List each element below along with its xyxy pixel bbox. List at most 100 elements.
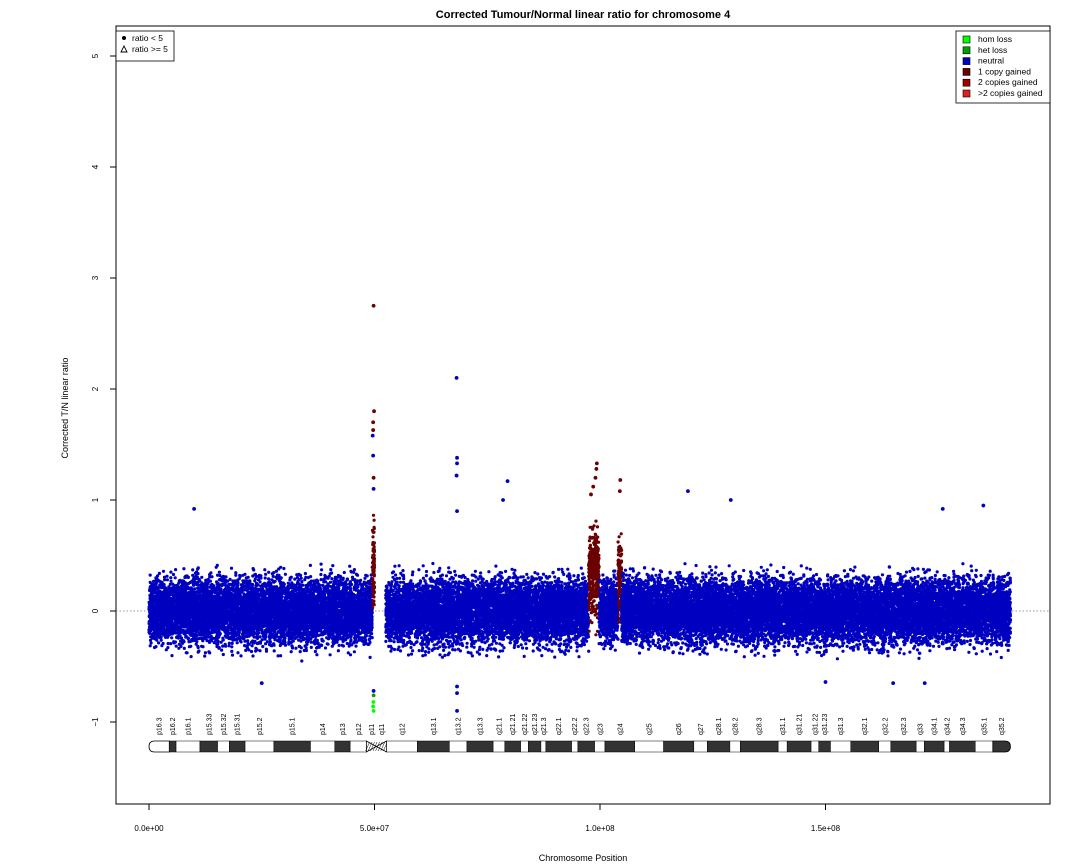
data-point: [273, 649, 276, 652]
data-point: [197, 649, 200, 652]
data-point: [337, 649, 340, 652]
data-point: [174, 576, 177, 579]
data-point: [152, 592, 155, 595]
data-point: [347, 634, 350, 637]
data-point: [252, 567, 255, 570]
data-point: [183, 647, 186, 650]
y-tick-label: −1: [91, 717, 100, 727]
data-point: [353, 650, 356, 653]
data-point: [284, 573, 287, 576]
data-point: [239, 654, 242, 657]
data-point: [250, 650, 253, 653]
data-point: [230, 567, 233, 570]
data-point: [246, 639, 249, 642]
data-point: [315, 653, 318, 656]
data-point: [258, 649, 261, 652]
data-point: [231, 654, 234, 657]
x-tick-label: 5.0e+07: [360, 824, 390, 833]
data-point: [169, 583, 172, 586]
data-point: [309, 564, 312, 567]
x-tick-label: 1.5e+08: [811, 824, 841, 833]
plot-frame: [116, 26, 1050, 804]
data-point: [342, 644, 345, 647]
data-point: [304, 572, 307, 575]
data-point: [329, 568, 332, 571]
data-point: [196, 645, 199, 648]
data-point: [263, 568, 266, 571]
data-point: [228, 642, 231, 645]
data-point: [166, 578, 169, 581]
x-tick-label: 1.0e+08: [585, 824, 615, 833]
data-point: [342, 577, 345, 580]
data-point: [360, 585, 363, 588]
data-point: [284, 644, 287, 647]
data-point: [196, 572, 199, 575]
data-point: [172, 573, 175, 576]
x-tick-label: 0.0e+00: [134, 824, 164, 833]
data-point: [149, 574, 152, 577]
data-point: [330, 577, 333, 580]
data-point: [230, 645, 233, 648]
data-point: [188, 645, 191, 648]
data-point: [282, 567, 285, 570]
data-point: [170, 654, 173, 657]
data-point: [359, 579, 362, 582]
data-point: [270, 578, 273, 581]
data-point: [175, 645, 178, 648]
data-point: [329, 653, 332, 656]
data-point: [154, 645, 157, 648]
y-tick-label: 2: [91, 386, 100, 391]
data-point: [300, 580, 303, 583]
data-point: [203, 655, 206, 658]
data-point: [158, 572, 161, 575]
data-points: [147, 304, 1012, 713]
data-point: [230, 650, 233, 653]
data-point: [342, 586, 345, 589]
data-point: [179, 580, 182, 583]
data-point: [231, 642, 234, 645]
data-point: [222, 653, 225, 656]
x-axis: 0.0e+00 5.0e+07 1.0e+08 1.5e+08: [134, 804, 840, 833]
data-point: [331, 564, 334, 567]
data-point: [169, 571, 172, 574]
data-point: [196, 567, 199, 570]
data-point: [310, 641, 313, 644]
chart-title: Corrected Tumour/Normal linear ratio for…: [436, 9, 731, 21]
data-point: [264, 576, 267, 579]
data-point: [288, 635, 291, 638]
data-point: [199, 634, 202, 637]
data-point: [272, 571, 275, 574]
data-point: [296, 623, 299, 626]
data-point: [170, 636, 173, 639]
data-point: [314, 650, 317, 653]
data-point: [307, 576, 310, 579]
data-point: [368, 638, 371, 641]
data-point: [190, 655, 193, 658]
data-point: [294, 647, 297, 650]
y-tick-label: 3: [91, 275, 100, 280]
data-point: [241, 574, 244, 577]
y-tick-label: 1: [91, 497, 100, 502]
data-point: [169, 576, 172, 579]
data-point: [273, 634, 276, 637]
data-point: [174, 568, 177, 571]
data-point: [338, 644, 341, 647]
data-point: [201, 645, 204, 648]
data-point: [292, 640, 295, 643]
data-point: [208, 651, 211, 654]
data-point: [363, 577, 366, 580]
data-point: [278, 636, 281, 639]
data-point: [161, 581, 164, 584]
data-point: [290, 650, 293, 653]
data-point: [264, 573, 267, 576]
data-point: [251, 654, 254, 657]
data-point: [148, 622, 151, 625]
data-point: [306, 635, 309, 638]
data-point: [169, 642, 172, 645]
y-tick-label: 5: [91, 53, 100, 58]
data-point: [354, 645, 357, 648]
data-point: [238, 577, 241, 580]
data-point: [267, 571, 270, 574]
